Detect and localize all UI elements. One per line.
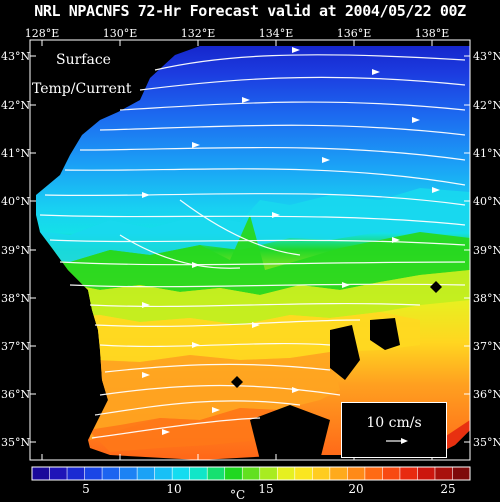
lat-label-right: 37°N bbox=[473, 340, 500, 353]
colorbar-swatch bbox=[294, 467, 313, 480]
lon-label: 132°E bbox=[180, 27, 216, 40]
diamond-icon bbox=[430, 281, 442, 293]
colorbar-swatch bbox=[347, 467, 366, 480]
colorbar-swatch bbox=[67, 467, 85, 480]
colorbar-swatch bbox=[84, 467, 103, 480]
colorbar-swatch bbox=[364, 467, 383, 480]
colorbar-swatch bbox=[417, 467, 436, 480]
lat-label: 43°N bbox=[1, 50, 31, 63]
arrow-right-icon bbox=[386, 438, 408, 444]
colorbar-swatch bbox=[154, 467, 173, 480]
lat-label-right: 40°N bbox=[473, 195, 500, 208]
lat-label-right: 42°N bbox=[473, 99, 500, 112]
lat-label: 39°N bbox=[1, 244, 31, 257]
lat-label-right: 38°N bbox=[473, 292, 500, 305]
current-arrowheads bbox=[142, 47, 440, 435]
lon-label: 138°E bbox=[414, 27, 450, 40]
lon-label: 134°E bbox=[258, 27, 294, 40]
lon-label: 128°E bbox=[24, 27, 60, 40]
vector-scale-legend: 10 cm/s bbox=[341, 402, 447, 458]
colorbar-tick: 15 bbox=[258, 482, 274, 496]
land-mask bbox=[250, 318, 400, 460]
colorbar-swatch bbox=[277, 467, 296, 480]
map-title: NRL NPACNFS 72-Hr Forecast valid at 2004… bbox=[34, 2, 466, 20]
diamond-icon bbox=[284, 451, 294, 461]
colorbar-tick: 25 bbox=[440, 482, 456, 496]
colorbar-swatch bbox=[329, 467, 348, 480]
lat-label-right: 36°N bbox=[473, 388, 500, 401]
colorbar-frame bbox=[31, 466, 471, 481]
lon-label: 136°E bbox=[336, 27, 372, 40]
colorbar-swatch bbox=[452, 467, 471, 480]
map-label-temp-current: Temp/Current bbox=[32, 81, 132, 97]
colorbar-swatch bbox=[259, 467, 278, 480]
lat-label: 36°N bbox=[1, 388, 31, 401]
lat-label-right: 41°N bbox=[473, 147, 500, 160]
diamond-icon bbox=[231, 376, 243, 388]
colorbar-swatch bbox=[312, 467, 331, 480]
lat-label: 38°N bbox=[1, 292, 31, 305]
colorbar-swatch bbox=[382, 467, 401, 480]
colorbar-swatch bbox=[189, 467, 208, 480]
colorbar-tick: 20 bbox=[348, 482, 364, 496]
lat-label: 37°N bbox=[1, 340, 31, 353]
vector-scale-label: 10 cm/s bbox=[366, 415, 422, 431]
colorbar-swatch bbox=[435, 467, 453, 480]
island-markers bbox=[231, 281, 442, 461]
lat-label: 40°N bbox=[1, 195, 31, 208]
lat-label-right: 35°N bbox=[473, 436, 500, 449]
colorbar-swatch bbox=[207, 467, 226, 480]
colorbar-swatch bbox=[137, 467, 156, 480]
colorbar-swatch bbox=[224, 467, 243, 480]
current-streamlines bbox=[39, 54, 466, 439]
colorbar-tick: 10 bbox=[166, 482, 182, 496]
sea-temperature-field bbox=[36, 46, 470, 460]
colorbar-swatch bbox=[119, 467, 138, 480]
colorbar-unit: °C bbox=[230, 488, 246, 502]
colorbar-tick: 5 bbox=[82, 482, 90, 496]
lat-label: 42°N bbox=[1, 99, 31, 112]
colorbar-swatch bbox=[32, 467, 50, 480]
lon-label: 130°E bbox=[102, 27, 138, 40]
colorbar-swatch bbox=[172, 467, 191, 480]
colorbar-swatch bbox=[49, 467, 68, 480]
map-label-surface: Surface bbox=[56, 52, 111, 68]
lat-label: 35°N bbox=[1, 436, 31, 449]
colorbar bbox=[31, 466, 471, 481]
colorbar-swatch bbox=[102, 467, 121, 480]
colorbar-swatch bbox=[242, 467, 261, 480]
colorbar-swatch bbox=[399, 467, 418, 480]
lat-label: 41°N bbox=[1, 147, 31, 160]
lat-label-right: 39°N bbox=[473, 244, 500, 257]
lat-label-right: 43°N bbox=[473, 50, 500, 63]
